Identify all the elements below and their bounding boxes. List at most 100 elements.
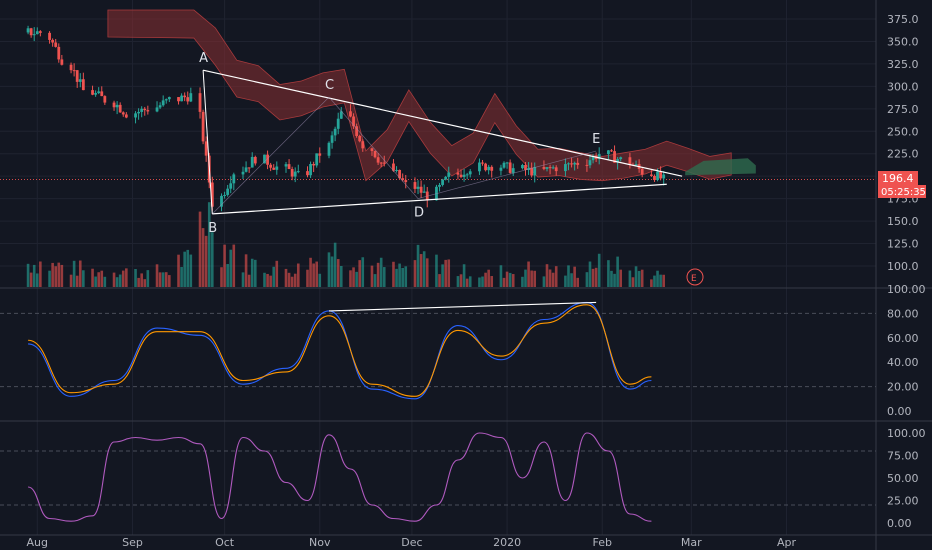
volume-bar bbox=[48, 270, 51, 287]
volume-bar bbox=[413, 260, 417, 287]
osc1-series-line bbox=[27, 304, 652, 397]
candle-body bbox=[204, 141, 208, 156]
volume-bar bbox=[478, 277, 481, 287]
candle-body bbox=[401, 178, 405, 181]
candle-body bbox=[349, 111, 352, 117]
volume-bar bbox=[125, 268, 128, 287]
candle-body bbox=[253, 156, 257, 164]
oscillator-1-pane bbox=[27, 301, 652, 400]
volume-bar bbox=[361, 257, 365, 287]
volume-bar bbox=[576, 277, 580, 287]
volume-bar bbox=[459, 274, 463, 287]
candle-body bbox=[198, 93, 202, 112]
candle-body bbox=[619, 157, 623, 160]
candle-body bbox=[247, 167, 251, 169]
volume-bar bbox=[287, 272, 291, 287]
volume-bar bbox=[247, 274, 251, 287]
candle-body bbox=[269, 164, 273, 168]
candle-body bbox=[137, 111, 141, 114]
volume-bar bbox=[201, 228, 205, 287]
volume-bar bbox=[419, 254, 423, 287]
volume-bar bbox=[527, 261, 530, 287]
osc2-tick-label: 25.00 bbox=[887, 495, 919, 508]
candle-body bbox=[35, 31, 39, 35]
volume-bar bbox=[168, 275, 171, 287]
volume-bar bbox=[32, 264, 36, 287]
osc2-tick-label: 100.00 bbox=[887, 427, 926, 440]
osc2-tick-label: 0.00 bbox=[887, 517, 912, 530]
candle-body bbox=[232, 174, 236, 184]
candle-body bbox=[183, 95, 187, 98]
volume-bar bbox=[60, 264, 64, 287]
candle-body bbox=[370, 148, 374, 151]
candle-body bbox=[398, 169, 402, 179]
candle-body bbox=[404, 180, 408, 183]
volume-bar bbox=[502, 277, 506, 287]
event-marker[interactable] bbox=[686, 268, 704, 286]
candle-body bbox=[26, 28, 30, 33]
lower-trendline bbox=[212, 183, 667, 215]
volume-bar bbox=[94, 276, 97, 287]
volume-bar bbox=[134, 268, 137, 287]
volume-bar bbox=[146, 270, 150, 287]
candle-body bbox=[395, 169, 398, 171]
volume-bar bbox=[542, 276, 546, 287]
candle-body bbox=[419, 186, 423, 193]
osc1-tick-label: 80.00 bbox=[887, 307, 919, 320]
candle-body bbox=[290, 169, 294, 177]
volume-bar bbox=[315, 261, 319, 287]
candle-body bbox=[275, 166, 279, 170]
price-tick-label: 275.0 bbox=[887, 103, 919, 116]
volume-bar bbox=[115, 277, 119, 287]
candle-body bbox=[177, 97, 180, 102]
candle-body bbox=[51, 39, 55, 43]
candle-body bbox=[508, 162, 512, 173]
volume-bar bbox=[349, 270, 352, 287]
candle-body bbox=[167, 97, 171, 100]
candle-body bbox=[481, 162, 484, 164]
candle-body bbox=[416, 186, 420, 189]
candle-body bbox=[610, 150, 613, 152]
volume-bar bbox=[330, 256, 334, 287]
volume-bar bbox=[379, 257, 383, 287]
volume-bar bbox=[339, 265, 343, 287]
volume-bar bbox=[634, 266, 638, 287]
volume-bar bbox=[487, 269, 490, 287]
volume-bar bbox=[35, 273, 39, 287]
candle-body bbox=[48, 32, 51, 40]
candle-body bbox=[392, 163, 395, 171]
volume-bar bbox=[177, 254, 180, 287]
volume-bar bbox=[82, 270, 85, 287]
volume-bar bbox=[272, 266, 276, 287]
candle-body bbox=[659, 171, 663, 179]
volume-bar bbox=[613, 273, 616, 287]
volume-bar bbox=[465, 278, 469, 287]
volume-bar bbox=[333, 242, 337, 287]
candle-body bbox=[382, 162, 386, 164]
volume-bar bbox=[607, 260, 610, 287]
pattern-trendlines[interactable] bbox=[202, 69, 683, 215]
candle-body bbox=[72, 70, 76, 72]
candle-body bbox=[352, 116, 355, 127]
osc2-tick-label: 75.00 bbox=[887, 450, 919, 463]
volume-bar bbox=[198, 211, 202, 287]
candle-body bbox=[155, 107, 159, 112]
price-tick-label: 225.0 bbox=[887, 148, 919, 161]
osc1-tick-label: 20.00 bbox=[887, 381, 919, 394]
candle-body bbox=[490, 166, 494, 171]
time-tick-label: Mar bbox=[681, 536, 702, 549]
candle-body bbox=[564, 164, 567, 172]
volume-bar bbox=[207, 202, 211, 287]
candle-body bbox=[376, 157, 380, 163]
volume-bar bbox=[161, 272, 165, 287]
time-tick-label: Dec bbox=[401, 536, 422, 549]
candle-body bbox=[229, 183, 233, 189]
candle-body bbox=[573, 162, 577, 165]
price-tick-label: 300.0 bbox=[887, 80, 919, 93]
candle-body bbox=[333, 128, 337, 136]
time-tick-label: 2020 bbox=[493, 536, 521, 549]
volume-bar bbox=[186, 249, 190, 287]
volume-bar bbox=[505, 271, 509, 287]
volume-bar bbox=[524, 269, 527, 287]
